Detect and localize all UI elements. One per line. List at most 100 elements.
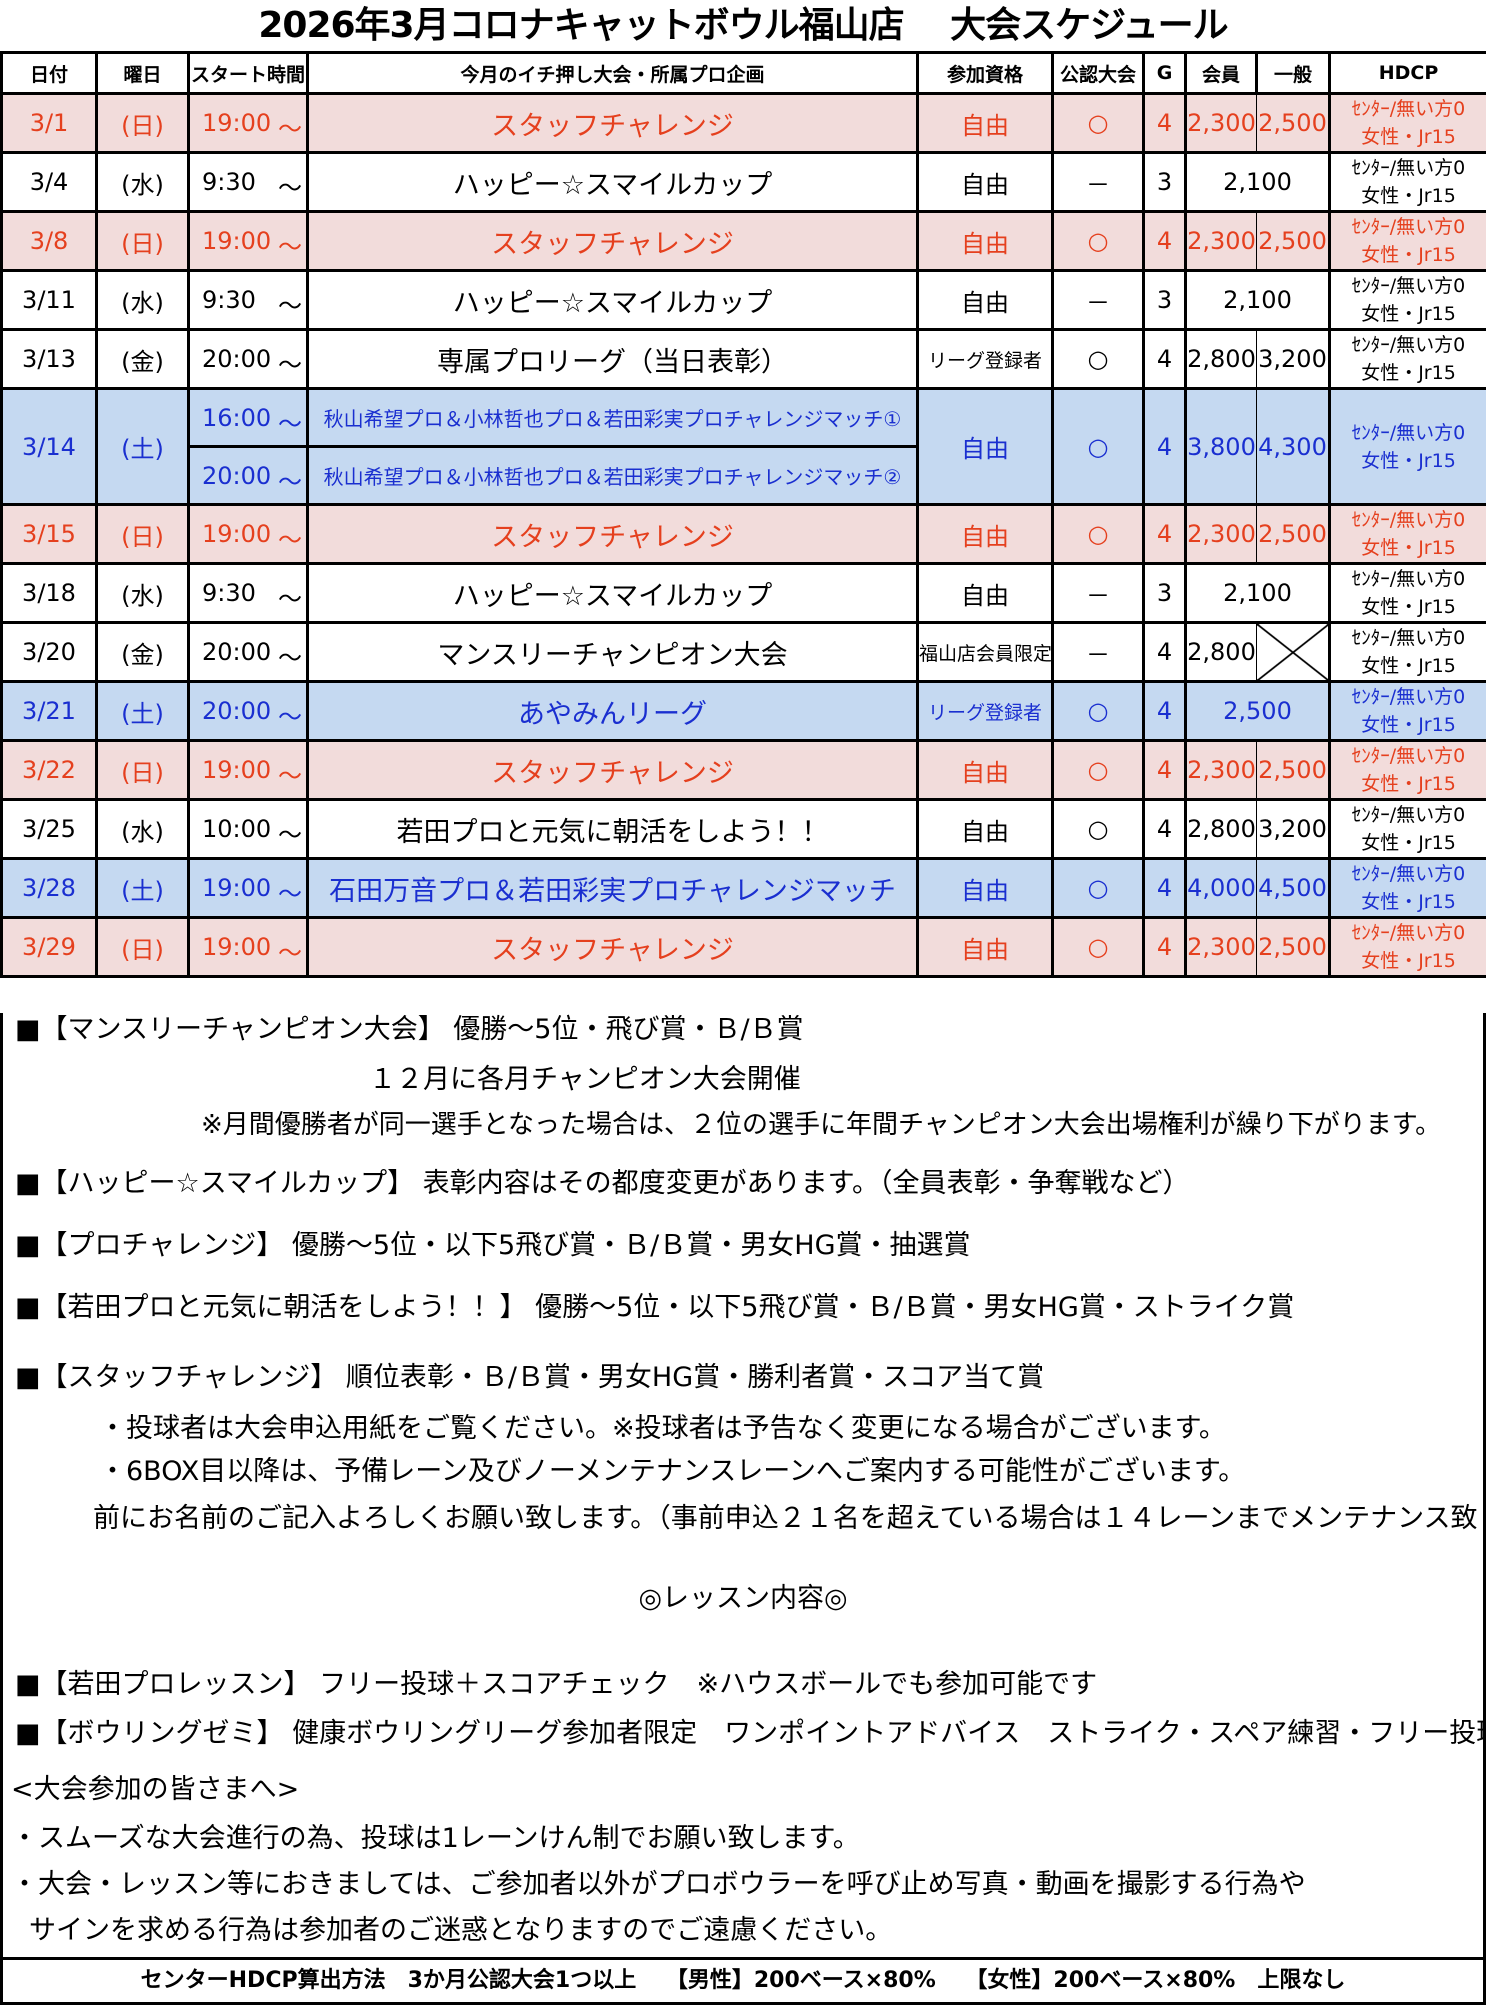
games: 3 [1142, 269, 1187, 331]
games: 4 [1142, 387, 1187, 506]
start-time: 9:30 ～ [187, 562, 309, 624]
general-fee: 4,500 [1256, 857, 1331, 919]
general-fee: 2,500 [1256, 739, 1331, 801]
hdcp-women-junior: 女性・Jr15 [1361, 714, 1456, 736]
eligibility: 自由 [916, 916, 1054, 978]
day-of-week: (金) [95, 621, 190, 683]
col-official: 公認大会 [1051, 51, 1145, 95]
col-hdcp: HDCP [1328, 51, 1486, 95]
eligibility: 福山店会員限定 [916, 621, 1054, 683]
col-date: 日付 [0, 51, 98, 95]
col-member-fee: 会員 [1184, 51, 1258, 95]
member-fee: 2,300 [1184, 739, 1257, 801]
hdcp-women-junior: 女性・Jr15 [1361, 449, 1456, 472]
time-tilde: ～ [278, 821, 302, 849]
start-time: 20:00 ～ [187, 621, 309, 683]
hdcp-center: ｾﾝﾀｰ/無い方0 [1351, 745, 1466, 767]
official-mark: － [1051, 151, 1145, 213]
time-value: 19:00 [202, 109, 272, 137]
hdcp: ｾﾝﾀｰ/無い方0 女性・Jr15 [1328, 151, 1486, 213]
member-fee: 2,800 [1184, 798, 1257, 860]
hdcp-center: ｾﾝﾀｰ/無い方0 [1351, 509, 1466, 531]
games: 4 [1142, 503, 1187, 565]
general-fee: 3,200 [1256, 798, 1331, 860]
date: 3/21 [0, 680, 98, 742]
hdcp-center: ｾﾝﾀｰ/無い方0 [1351, 568, 1466, 590]
member-fee: 2,300 [1184, 916, 1257, 978]
general-fee: 2,500 [1256, 92, 1331, 154]
hdcp: ｾﾝﾀｰ/無い方0 女性・Jr15 [1328, 387, 1486, 506]
hdcp-women-junior: 女性・Jr15 [1361, 773, 1456, 795]
hdcp: ｾﾝﾀｰ/無い方0 女性・Jr15 [1328, 328, 1486, 390]
table-row: 3/20 (金) 20:00 ～マンスリーチャンピオン大会 福山店会員限定－ 4 2,800… [0, 621, 1486, 683]
start-time: 20:00 ～ [187, 445, 309, 506]
day-of-week: (水) [95, 798, 190, 860]
day-of-week: (水) [95, 269, 190, 331]
event-name: マンスリーチャンピオン大会 [306, 621, 919, 683]
hdcp: ｾﾝﾀｰ/無い方0 女性・Jr15 [1328, 798, 1486, 860]
day-of-week: (日) [95, 92, 190, 154]
date: 3/25 [0, 798, 98, 860]
eligibility: 自由 [916, 269, 1054, 331]
games: 4 [1142, 739, 1187, 801]
general-fee: 3,200 [1256, 328, 1331, 390]
general-fee: 2,500 [1256, 916, 1331, 978]
note-happy-smile: ■【ハッピー☆スマイルカップ】 表彰内容はその都度変更があります。（全員表彰・争… [15, 1168, 1190, 1199]
note-wakata-lesson: ■【若田プロレッスン】 フリー投球＋スコアチェック ※ハウスボールでも参加可能で… [15, 1669, 1098, 1700]
table-row: 3/28 (土) 19:00 ～石田万音プロ＆若田彩実プロチャレンジマッチ 自由 ○ 4 4,… [0, 857, 1486, 919]
games: 4 [1142, 621, 1187, 683]
day-of-week: (土) [95, 857, 190, 919]
note-pro-challenge: ■【プロチャレンジ】 優勝～5位・以下5飛び賞・Ｂ/Ｂ賞・男女HG賞・抽選賞 [15, 1230, 971, 1261]
hdcp: ｾﾝﾀｰ/無い方0 女性・Jr15 [1328, 562, 1486, 624]
day-of-week: (土) [95, 680, 190, 742]
start-time: 19:00 ～ [187, 210, 309, 272]
note-morning: ■【若田プロと元気に朝活をしよう！！】 優勝～5位・以下5飛び賞・Ｂ/Ｂ賞・男女… [15, 1292, 1295, 1323]
date: 3/18 [0, 562, 98, 624]
official-mark: ○ [1051, 210, 1145, 272]
event-name: 若田プロと元気に朝活をしよう！！ [306, 798, 919, 860]
time-tilde: ～ [278, 351, 302, 379]
hdcp-center: ｾﾝﾀｰ/無い方0 [1351, 686, 1466, 708]
official-mark: － [1051, 621, 1145, 683]
notes-section: ■【マンスリーチャンピオン大会】 優勝～5位・飛び賞・Ｂ/Ｂ賞 １２月に各月チャ… [0, 1013, 1486, 1957]
table-row: 20:00 ～秋山希望プロ＆小林哲也プロ＆若田彩実プロチャレンジマッチ② [2, 445, 1486, 506]
member-fee: 2,300 [1184, 503, 1257, 565]
table-row: 3/11 (水) 9:30 ～ハッピー☆スマイルカップ 自由－ 3 2,100 ｾﾝﾀｰ/無い… [0, 269, 1486, 331]
note-staff-names: 前にお名前のご記入よろしくお願い致します。（事前申込２１名を超えている場合は１４… [93, 1503, 1486, 1534]
hdcp-women-junior: 女性・Jr15 [1361, 950, 1456, 972]
event-name: ハッピー☆スマイルカップ [306, 151, 919, 213]
member-fee: 2,300 [1184, 92, 1257, 154]
event-name: あやみんリーグ [306, 680, 919, 742]
member-fee: 2,800 [1184, 328, 1257, 390]
member-fee: 2,300 [1184, 210, 1257, 272]
official-mark: － [1051, 269, 1145, 331]
time-tilde: ～ [278, 703, 302, 731]
general-fee: 4,300 [1256, 387, 1331, 506]
games: 4 [1142, 798, 1187, 860]
hdcp-center: ｾﾝﾀｰ/無い方0 [1351, 421, 1466, 444]
time-tilde: ～ [278, 409, 302, 438]
event-name: 秋山希望プロ＆小林哲也プロ＆若田彩実プロチャレンジマッチ② [306, 445, 919, 506]
note-photo-2: サインを求める行為は参加者のご迷惑となりますのでご遠慮ください。 [29, 1915, 893, 1946]
games: 4 [1142, 210, 1187, 272]
hdcp-women-junior: 女性・Jr15 [1361, 185, 1456, 207]
day-of-week: (日) [95, 210, 190, 272]
official-mark: ○ [1051, 857, 1145, 919]
col-eligibility: 参加資格 [916, 51, 1054, 95]
hdcp-women-junior: 女性・Jr15 [1361, 537, 1456, 559]
event-name: スタッフチャレンジ [306, 739, 919, 801]
event-name: 専属プロリーグ（当日表彰） [306, 328, 919, 390]
note-one-lane: ・スムーズな大会進行の為、投球は1レーンけん制でお願い致します。 [11, 1823, 860, 1854]
hdcp-center: ｾﾝﾀｰ/無い方0 [1351, 98, 1466, 120]
official-mark: ○ [1051, 503, 1145, 565]
time-tilde: ～ [278, 939, 302, 967]
time-value: 20:00 [202, 638, 272, 666]
hdcp-center: ｾﾝﾀｰ/無い方0 [1351, 922, 1466, 944]
table-row: 3/29 (日) 19:00 ～スタッフチャレンジ 自由 ○ 4 2,300 2,500 ｾﾝﾀｰ… [0, 916, 1486, 978]
date: 3/8 [0, 210, 98, 272]
general-fee: 2,500 [1256, 210, 1331, 272]
hdcp: ｾﾝﾀｰ/無い方0 女性・Jr15 [1328, 739, 1486, 801]
table-row: 3/14 (土) 16:00 ～秋山希望プロ＆小林哲也プロ＆若田彩実プロチャレンジマッ… [0, 387, 1486, 506]
time-tilde: ～ [278, 644, 302, 672]
eligibility: リーグ登録者 [916, 328, 1054, 390]
